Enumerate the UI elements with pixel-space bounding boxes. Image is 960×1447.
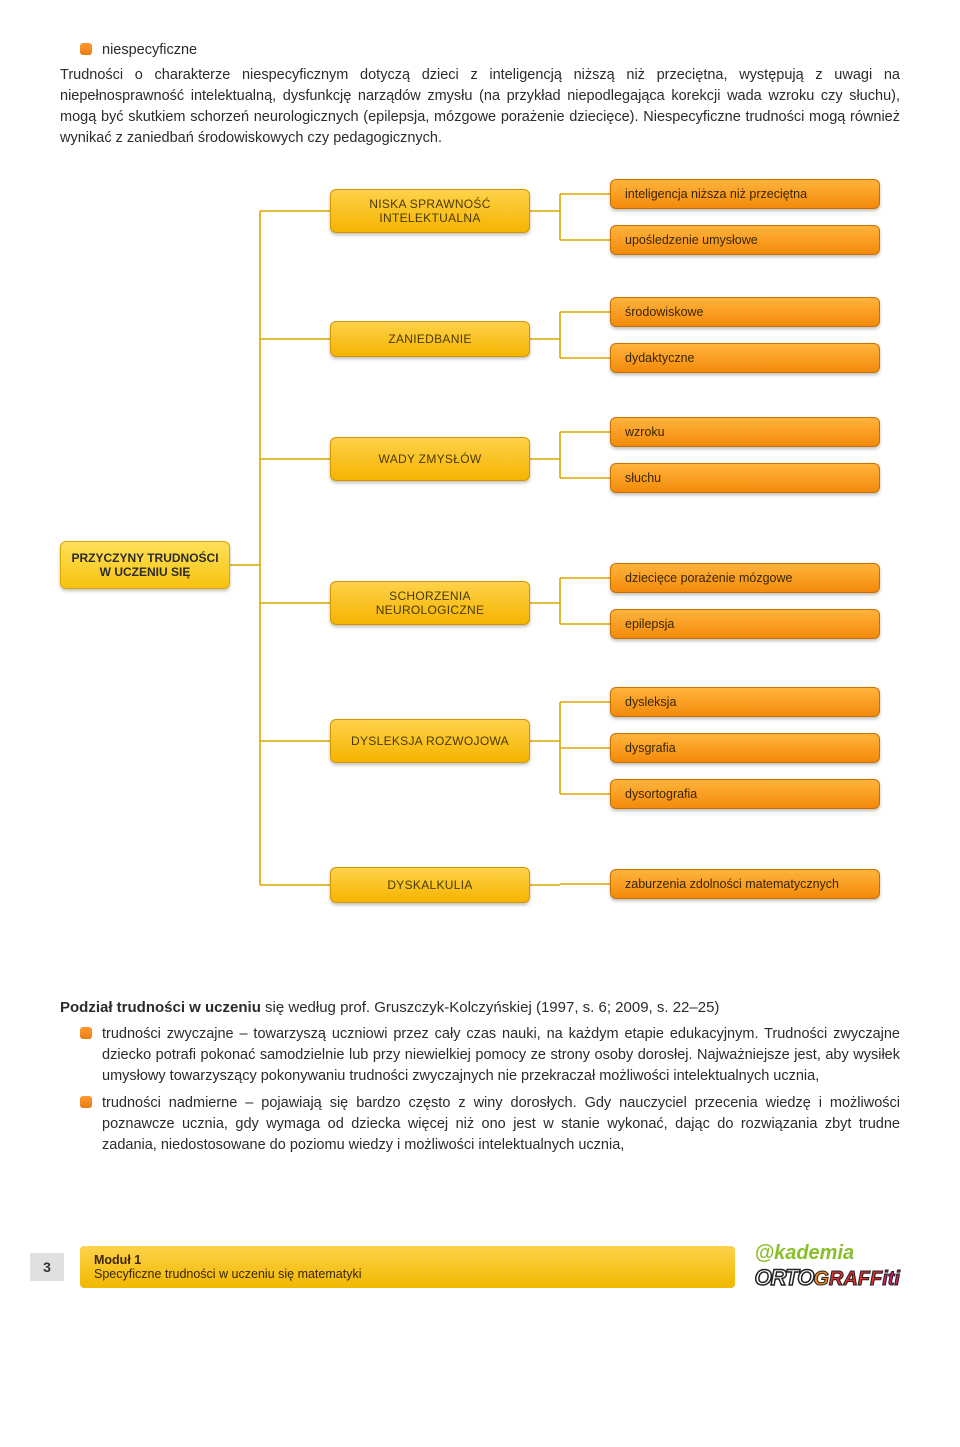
section2-heading-rest: się według prof. Gruszczyk-Kolczyńskiej …	[261, 999, 720, 1016]
bullet-icon	[80, 43, 92, 55]
tree-leaf-11: zaburzenia zdolności matematycznych	[610, 869, 880, 899]
akademia-logo: @kademia ORTOGRAFFiti	[755, 1242, 900, 1291]
section2-heading: Podział trudności w uczeniu się według p…	[60, 999, 900, 1016]
section2-bullet-0: trudności zwyczajne – towarzyszą uczniow…	[102, 1024, 900, 1087]
causes-tree-diagram: PRZYCZYNY TRUDNOŚCI W UCZENIU SIĘ NISKA S…	[60, 179, 900, 959]
intro-paragraph: Trudności o charakterze niespecyficznym …	[60, 65, 900, 149]
tree-leaf-0: inteligencja niższa niż przeciętna	[610, 179, 880, 209]
bullet-icon	[80, 1096, 92, 1108]
tree-leaf-2: środowiskowe	[610, 297, 880, 327]
tree-leaf-5: słuchu	[610, 463, 880, 493]
tree-leaf-1: upośledzenie umysłowe	[610, 225, 880, 255]
bullet-icon	[80, 1027, 92, 1039]
tree-leaf-4: wzroku	[610, 417, 880, 447]
tree-mid-dys: DYSLEKSJA ROZWOJOWA	[330, 719, 530, 763]
module-line1: Moduł 1	[94, 1253, 721, 1267]
intro-bullet-title: niespecyficzne	[102, 40, 197, 61]
tree-mid-niska: NISKA SPRAWNOŚĆ INTELEKTUALNA	[330, 189, 530, 233]
tree-mid-zan: ZANIEDBANIE	[330, 321, 530, 357]
tree-leaf-10: dysortografia	[610, 779, 880, 809]
section2-heading-bold: Podział trudności w uczeniu	[60, 999, 261, 1016]
tree-root: PRZYCZYNY TRUDNOŚCI W UCZENIU SIĘ	[60, 541, 230, 589]
page-number: 3	[30, 1253, 64, 1281]
tree-mid-neuro: SCHORZENIA NEUROLOGICZNE	[330, 581, 530, 625]
tree-mid-kalk: DYSKALKULIA	[330, 867, 530, 903]
tree-mid-wady: WADY ZMYSŁÓW	[330, 437, 530, 481]
tree-leaf-8: dysleksja	[610, 687, 880, 717]
tree-leaf-3: dydaktyczne	[610, 343, 880, 373]
section2-bullet-1: trudności nadmierne – pojawiają się bard…	[102, 1093, 900, 1156]
module-bar: Moduł 1 Specyficzne trudności w uczeniu …	[80, 1246, 735, 1288]
tree-leaf-7: epilepsja	[610, 609, 880, 639]
module-line2: Specyficzne trudności w uczeniu się mate…	[94, 1267, 721, 1281]
tree-leaf-9: dysgrafia	[610, 733, 880, 763]
tree-leaf-6: dziecięce porażenie mózgowe	[610, 563, 880, 593]
